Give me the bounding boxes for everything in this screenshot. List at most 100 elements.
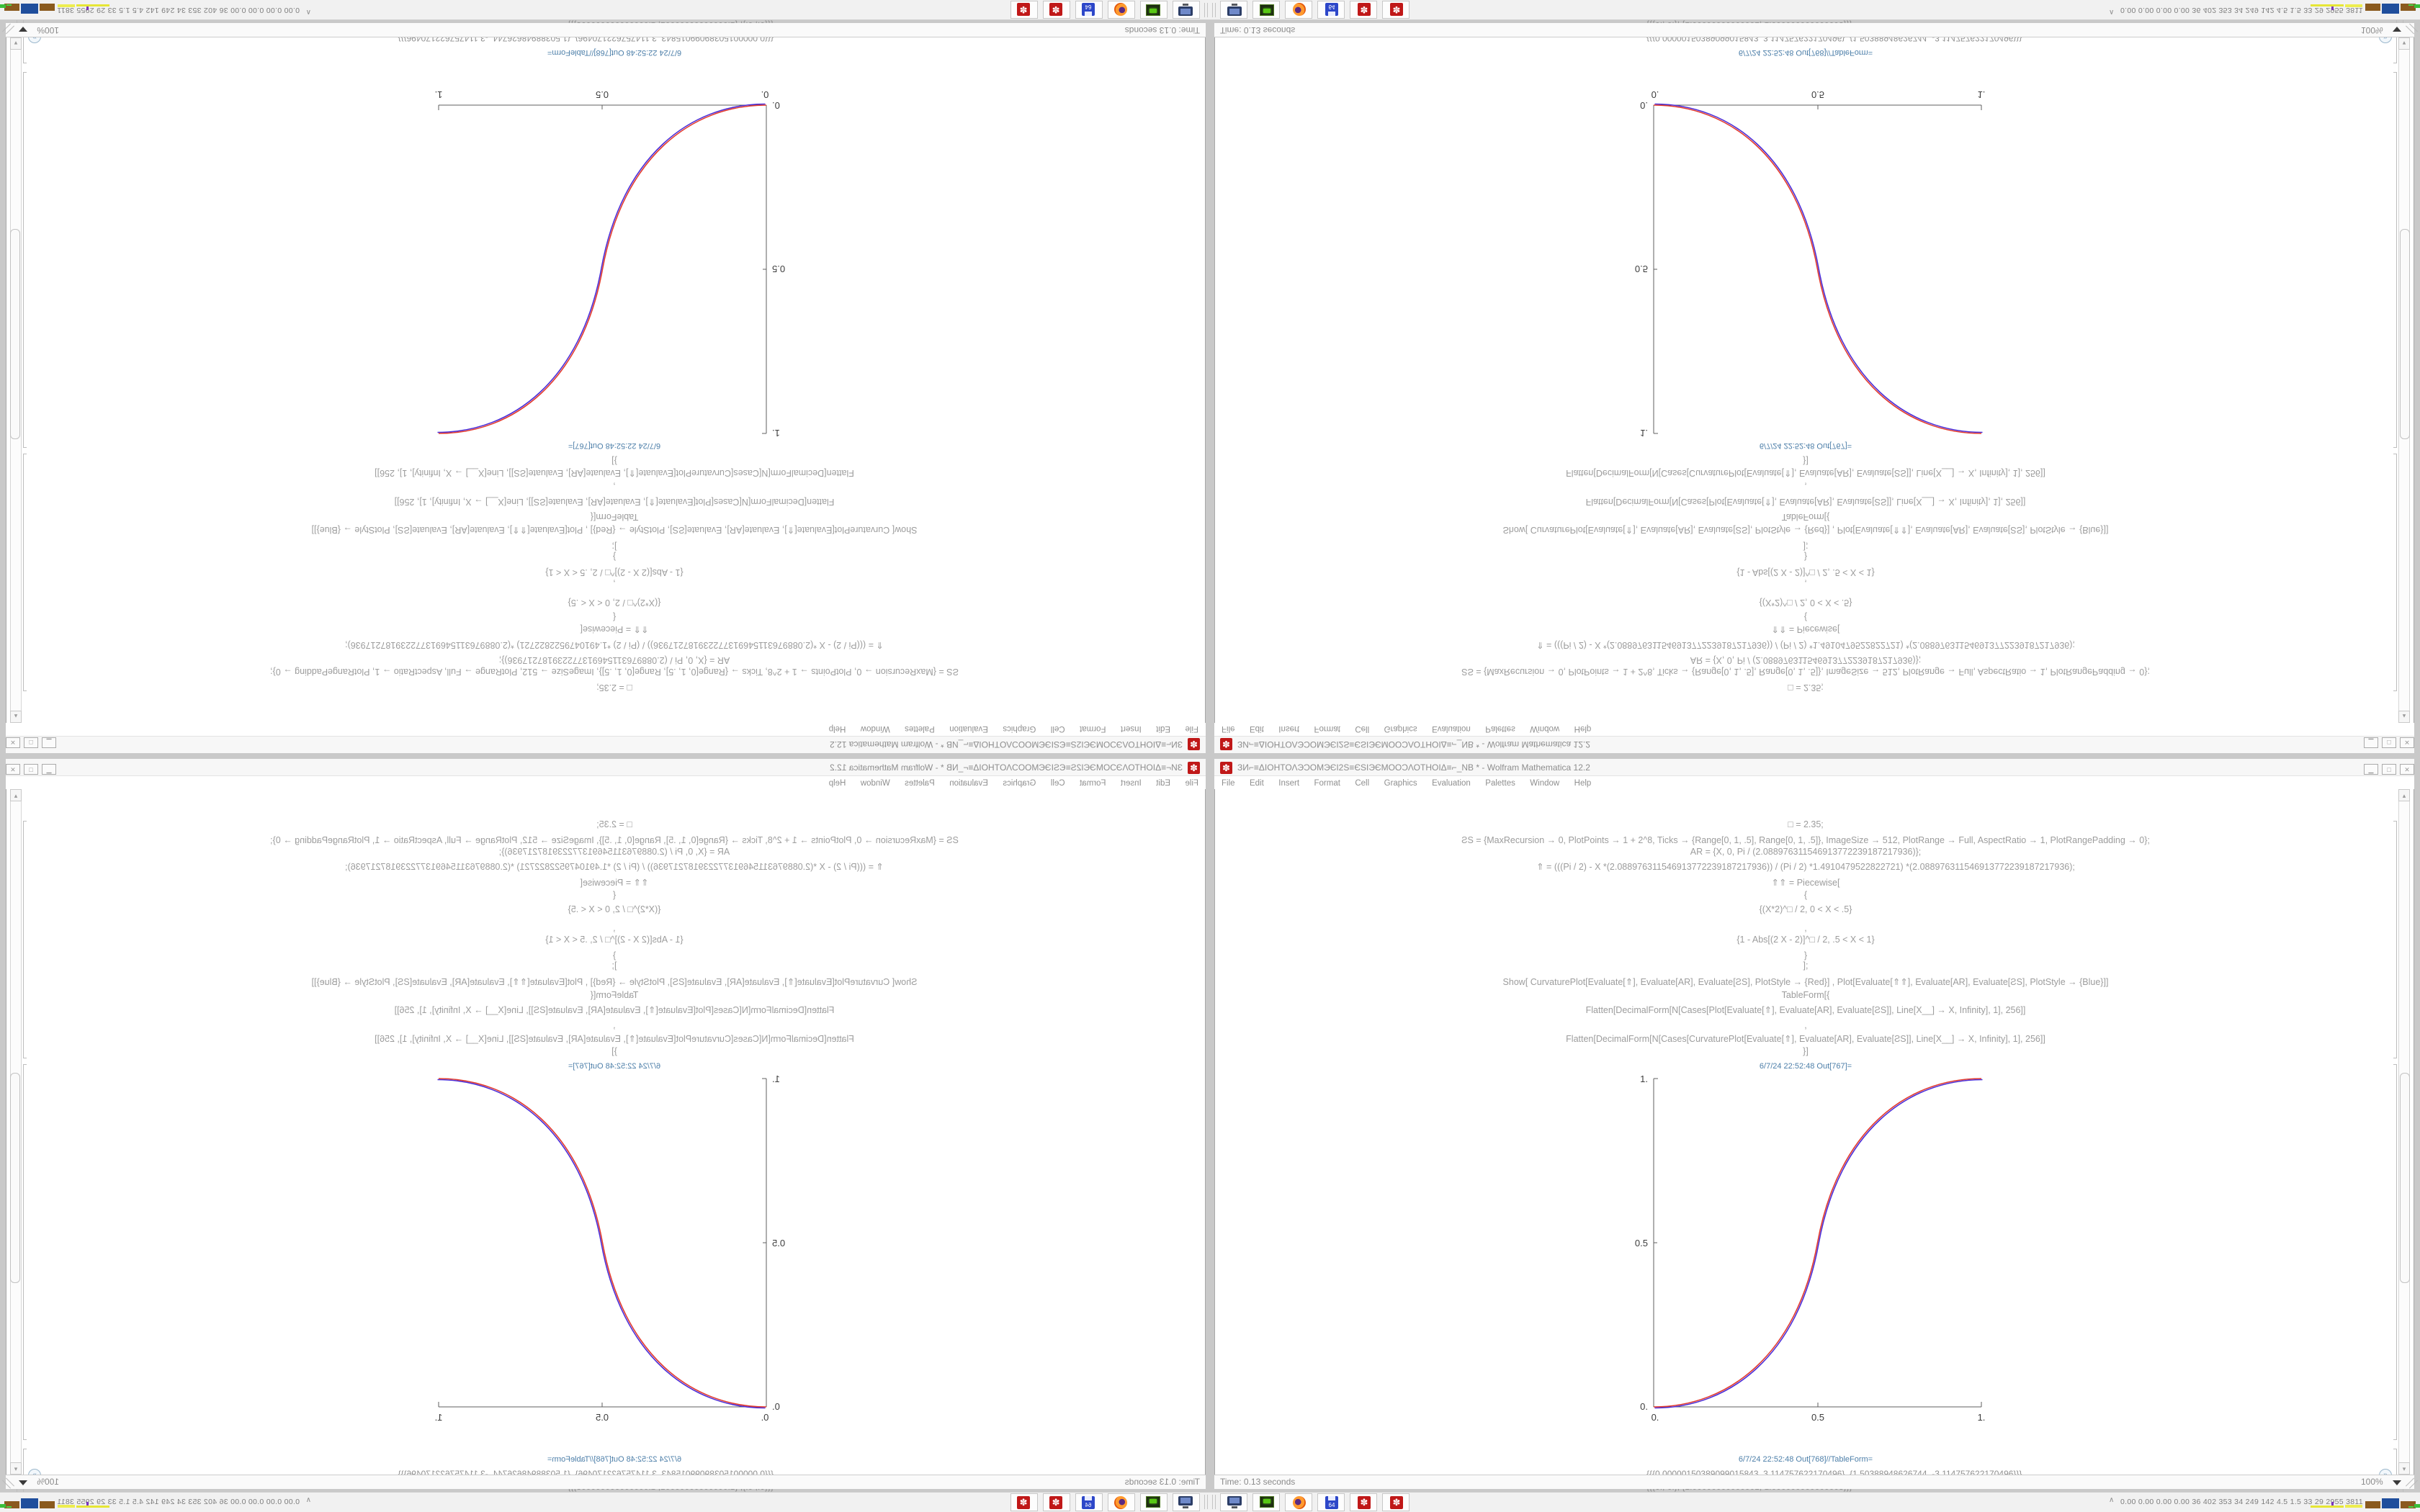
menu-format[interactable]: Format [1080, 779, 1106, 788]
notebook-content[interactable]: □ = 2.35; ƧS = {MaxRecursion → 0, PlotPo… [6, 9, 1205, 723]
close-button[interactable]: ✕ [2400, 737, 2414, 748]
output-plot-cell-bracket[interactable] [23, 1064, 27, 1440]
output-plot-cell-bracket[interactable] [2393, 72, 2397, 448]
minimize-button[interactable]: ▁ [2364, 737, 2378, 748]
minimize-button[interactable]: ▁ [2364, 764, 2378, 775]
scrollbar-up-icon[interactable]: ▴ [2398, 789, 2410, 801]
menu-graphics[interactable]: Graphics [1384, 724, 1417, 733]
menu-cell[interactable]: Cell [1050, 724, 1065, 733]
taskbar-handle[interactable] [1215, 1495, 1216, 1509]
taskbar-handle[interactable] [1212, 3, 1213, 17]
taskbar-display-monitor-icon[interactable] [1220, 1, 1247, 19]
zoom-level-control[interactable]: 100% [37, 1477, 59, 1487]
taskbar-handle[interactable] [1204, 1495, 1205, 1509]
scrollbar-thumb[interactable] [10, 1073, 20, 1283]
menu-edit[interactable]: Edit [1156, 779, 1171, 788]
output-plot-cell-bracket[interactable] [23, 72, 27, 448]
zoom-menu-triangle-icon[interactable] [2393, 1480, 2401, 1485]
taskbar-floppy-64-icon[interactable]: 64 [1075, 1493, 1103, 1511]
taskbar-display-monitor-icon[interactable] [1173, 1493, 1200, 1511]
taskbar-mathematica-icon[interactable]: ✽ [1350, 1493, 1377, 1511]
notebook-content[interactable]: □ = 2.35; ƧS = {MaxRecursion → 0, PlotPo… [1215, 9, 2414, 723]
minimize-button[interactable]: ▁ [42, 764, 56, 775]
menu-format[interactable]: Format [1314, 779, 1340, 788]
maximize-button[interactable]: □ [24, 764, 38, 775]
menu-insert[interactable]: Insert [1120, 779, 1142, 788]
menu-palettes[interactable]: Palettes [905, 779, 935, 788]
menu-file[interactable]: File [1222, 779, 1235, 788]
taskbar-floppy-64-icon[interactable]: 64 [1075, 1, 1103, 19]
menu-cell[interactable]: Cell [1050, 779, 1065, 788]
menu-palettes[interactable]: Palettes [1485, 724, 1515, 733]
taskbar-handle[interactable] [1207, 1495, 1208, 1509]
menu-graphics[interactable]: Graphics [1384, 779, 1417, 788]
tray-collapse-icon[interactable]: ∧ [305, 1496, 311, 1504]
taskbar-handle[interactable] [1215, 3, 1216, 17]
taskbar-display-monitor-icon[interactable] [1173, 1, 1200, 19]
notebook-content[interactable]: □ = 2.35; ƧS = {MaxRecursion → 0, PlotPo… [1215, 789, 2414, 1503]
scrollbar-thumb[interactable] [2400, 1073, 2410, 1283]
taskbar-handle[interactable] [1204, 3, 1205, 17]
window-titlebar[interactable]: ✽ ЗИ⌐≡ΔΙΟΗΤΟΛЭϽΟΜЭЄΙ2Ѕ≡ЄЅΙЭЄΜΟΟϽΛΟΤΗΟΙΔ≡… [6, 759, 1206, 776]
tray-collapse-icon[interactable]: ∧ [305, 8, 311, 16]
menu-cell[interactable]: Cell [1355, 779, 1370, 788]
menu-file[interactable]: File [1185, 724, 1198, 733]
menu-edit[interactable]: Edit [1249, 779, 1264, 788]
menu-help[interactable]: Help [1574, 779, 1592, 788]
input-cell-bracket[interactable] [23, 821, 27, 1058]
menu-edit[interactable]: Edit [1156, 724, 1171, 733]
menu-graphics[interactable]: Graphics [1003, 779, 1036, 788]
taskbar-terminal-icon[interactable] [1252, 1, 1280, 19]
close-button[interactable]: ✕ [6, 764, 20, 775]
taskbar-firefox-icon[interactable] [1285, 1, 1312, 19]
taskbar-mathematica-icon[interactable]: ✽ [1382, 1, 1410, 19]
menu-evaluation[interactable]: Evaluation [1432, 724, 1471, 733]
menu-help[interactable]: Help [1574, 724, 1592, 733]
scrollbar-up-icon[interactable]: ▴ [10, 711, 22, 723]
taskbar-mathematica-icon[interactable]: ✽ [1043, 1493, 1070, 1511]
menu-insert[interactable]: Insert [1120, 724, 1142, 733]
taskbar-firefox-icon[interactable] [1108, 1493, 1135, 1511]
scrollbar-up-icon[interactable]: ▴ [2398, 711, 2410, 723]
menu-insert[interactable]: Insert [1278, 779, 1300, 788]
taskbar-terminal-icon[interactable] [1252, 1493, 1280, 1511]
menu-file[interactable]: File [1222, 724, 1235, 733]
window-titlebar[interactable]: ✽ ЗИ⌐≡ΔΙΟΗΤΟΛЭϽΟΜЭЄΙ2Ѕ≡ЄЅΙЭЄΜΟΟϽΛΟΤΗΟΙΔ≡… [1214, 759, 2414, 776]
taskbar-firefox-icon[interactable] [1108, 1, 1135, 19]
zoom-menu-triangle-icon[interactable] [19, 27, 27, 32]
window-titlebar[interactable]: ✽ ЗИ⌐≡ΔΙΟΗΤΟΛЭϽΟΜЭЄΙ2Ѕ≡ЄЅΙЭЄΜΟΟϽΛΟΤΗΟΙΔ≡… [1214, 736, 2414, 753]
taskbar-mathematica-icon[interactable]: ✽ [1350, 1, 1377, 19]
zoom-level-control[interactable]: 100% [2361, 25, 2383, 35]
input-cell-bracket[interactable] [23, 454, 27, 691]
scrollbar-thumb[interactable] [10, 229, 20, 439]
scrollbar-down-icon[interactable]: ▾ [2398, 1462, 2410, 1475]
minimize-button[interactable]: ▁ [42, 737, 56, 748]
menu-cell[interactable]: Cell [1355, 724, 1370, 733]
taskbar-mathematica-icon[interactable]: ✽ [1010, 1493, 1038, 1511]
menu-palettes[interactable]: Palettes [905, 724, 935, 733]
menu-graphics[interactable]: Graphics [1003, 724, 1036, 733]
taskbar-mathematica-icon[interactable]: ✽ [1382, 1493, 1410, 1511]
menu-edit[interactable]: Edit [1249, 724, 1264, 733]
menu-window[interactable]: Window [860, 724, 890, 733]
menu-window[interactable]: Window [1530, 724, 1560, 733]
menu-evaluation[interactable]: Evaluation [1432, 779, 1471, 788]
notebook-content[interactable]: □ = 2.35; ƧS = {MaxRecursion → 0, PlotPo… [6, 789, 1205, 1503]
menu-file[interactable]: File [1185, 779, 1198, 788]
taskbar-floppy-64-icon[interactable]: 64 [1317, 1, 1345, 19]
maximize-button[interactable]: □ [2382, 764, 2396, 775]
taskbar-display-monitor-icon[interactable] [1220, 1493, 1247, 1511]
taskbar-terminal-icon[interactable] [1140, 1493, 1168, 1511]
menu-format[interactable]: Format [1314, 724, 1340, 733]
input-cell-bracket[interactable] [2393, 454, 2397, 691]
zoom-level-control[interactable]: 100% [37, 25, 59, 35]
taskbar-mathematica-icon[interactable]: ✽ [1010, 1, 1038, 19]
menu-window[interactable]: Window [1530, 779, 1560, 788]
taskbar-firefox-icon[interactable] [1285, 1493, 1312, 1511]
maximize-button[interactable]: □ [24, 737, 38, 748]
menu-help[interactable]: Help [828, 724, 846, 733]
zoom-menu-triangle-icon[interactable] [19, 1480, 27, 1485]
output-plot-cell-bracket[interactable] [2393, 1064, 2397, 1440]
input-cell-bracket[interactable] [2393, 821, 2397, 1058]
maximize-button[interactable]: □ [2382, 737, 2396, 748]
